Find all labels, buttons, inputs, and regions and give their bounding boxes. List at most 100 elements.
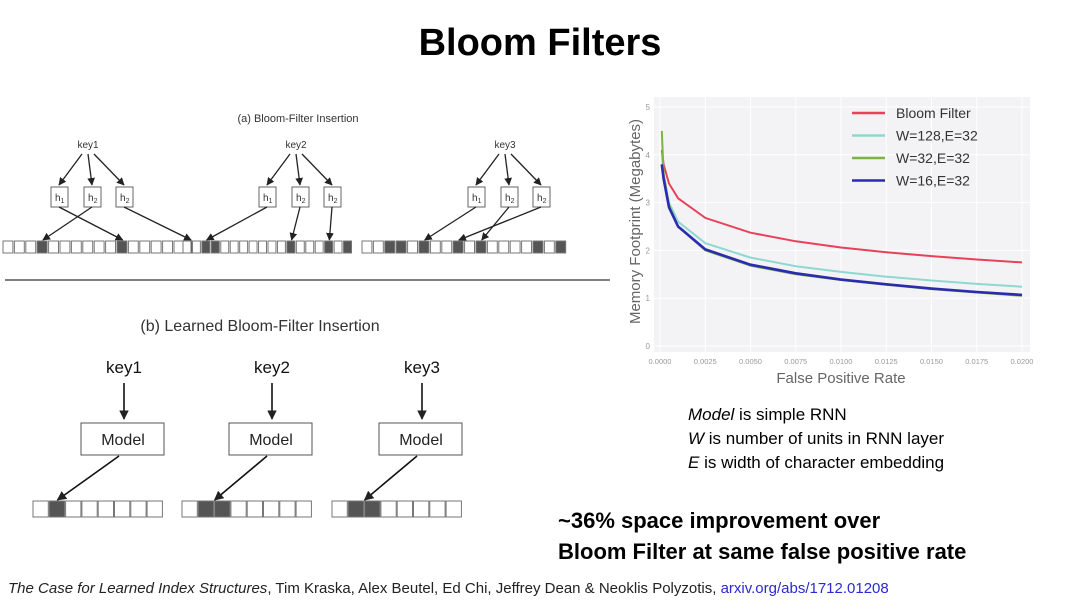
bit-cell [314,240,324,254]
bit-cell [258,240,267,254]
memory-footprint-chart: 0 1 2 3 4 5 0.0000 0.0025 0.0050 0.0075 0.0100 0.01… [627,97,1033,387]
x-tick-label: 0.0000 [649,357,672,366]
hash-label: h2 [296,193,306,205]
bit-cell [32,500,49,518]
key-label: key1 [106,358,142,377]
hash-box [532,186,551,208]
bit-cell [407,240,419,254]
hash-label: h1 [55,193,65,205]
bit-cell [380,500,397,518]
arrow [123,206,192,241]
x-tick-label: 0.0100 [830,357,853,366]
bit-cell [498,240,510,254]
arrow [56,455,120,501]
bit-cell [295,240,305,254]
arrow [93,153,125,186]
arrow [205,206,268,241]
bit-cell [324,240,334,254]
key-label: key3 [404,358,440,377]
bit-cell [286,240,296,254]
arrow [58,206,124,241]
paper-title: The Case for Learned Index Structures [8,580,268,597]
bit-cell [532,240,544,254]
y-tick-label: 0 [646,342,651,351]
bit-cell [13,240,25,254]
bit-cell [248,240,258,254]
bit-cell [267,240,277,254]
legend-entry: W=32,E=32 [896,150,970,166]
bit-cell [441,240,453,254]
key-label: key2 [254,358,290,377]
bit-cell [48,500,66,518]
bit-cell [295,500,312,518]
bit-cell [48,240,59,254]
legend-entry: W=16,E=32 [896,173,970,189]
bit-cell [384,240,396,254]
bit-cell [509,240,521,254]
bit-cell [116,240,128,254]
arrow [363,455,418,501]
model-notes: Model is simple RNN W is number of units… [688,403,944,475]
improvement-claim: ~36% space improvement over Bloom Filter… [558,508,967,564]
hash-label: h1 [472,193,482,205]
y-tick-label: 5 [646,103,651,112]
hash-label: h2 [328,193,338,205]
bit-cell [230,500,247,518]
arrow [475,153,500,186]
bit-cell [445,500,462,518]
bit-cell [220,240,230,254]
arrow [458,206,542,242]
bit-cell [173,240,185,254]
bit-cell [162,240,174,254]
y-tick-label: 1 [646,294,651,303]
x-tick-label: 0.0175 [965,357,988,366]
bit-cell [197,500,215,518]
x-tick-label: 0.0075 [784,357,807,366]
bit-cell [555,240,567,254]
hash-box [323,186,342,208]
bit-cell [429,240,441,254]
bit-cell [82,240,94,254]
hash-label: h2 [88,193,98,205]
bit-cell [139,240,151,254]
model-label: Model [101,432,145,449]
hash-label: h1 [263,193,273,205]
arrow [510,153,542,186]
plot-area [654,97,1030,352]
x-axis-label: False Positive Rate [776,370,905,387]
bit-cell [150,240,162,254]
key-label: key1 [77,140,99,151]
arxiv-link[interactable]: arxiv.org/abs/1712.01208 [720,580,889,597]
bit-cell [521,240,532,254]
bit-cell [65,500,82,518]
citation: The Case for Learned Index Structures, T… [8,580,889,597]
bit-cell [105,240,116,254]
bit-cell [239,240,249,254]
bit-cell [364,500,381,518]
bit-cell [305,240,315,254]
arrow [58,153,83,186]
bit-cell [97,500,114,518]
bit-cell [229,240,239,254]
model-box [228,422,313,456]
hash-box [500,186,519,208]
diagram-b-caption: (b) Learned Bloom-Filter Insertion [140,318,379,335]
bit-cell [263,500,280,518]
diagram-a-caption: (a) Bloom-Filter Insertion [237,113,358,125]
key-label: key2 [285,140,307,151]
bit-cell [201,240,211,254]
bit-cell [36,240,48,254]
bit-cell [59,240,71,254]
arrow [87,153,95,186]
bit-cell [191,240,201,254]
hash-box [83,186,102,208]
arrow [424,206,477,241]
model-box [80,422,165,456]
bit-cell [130,500,147,518]
bit-cell [333,240,343,254]
bit-cell [2,240,14,254]
bit-cell [25,240,37,254]
bit-cell [464,240,476,254]
hash-box [467,186,486,208]
